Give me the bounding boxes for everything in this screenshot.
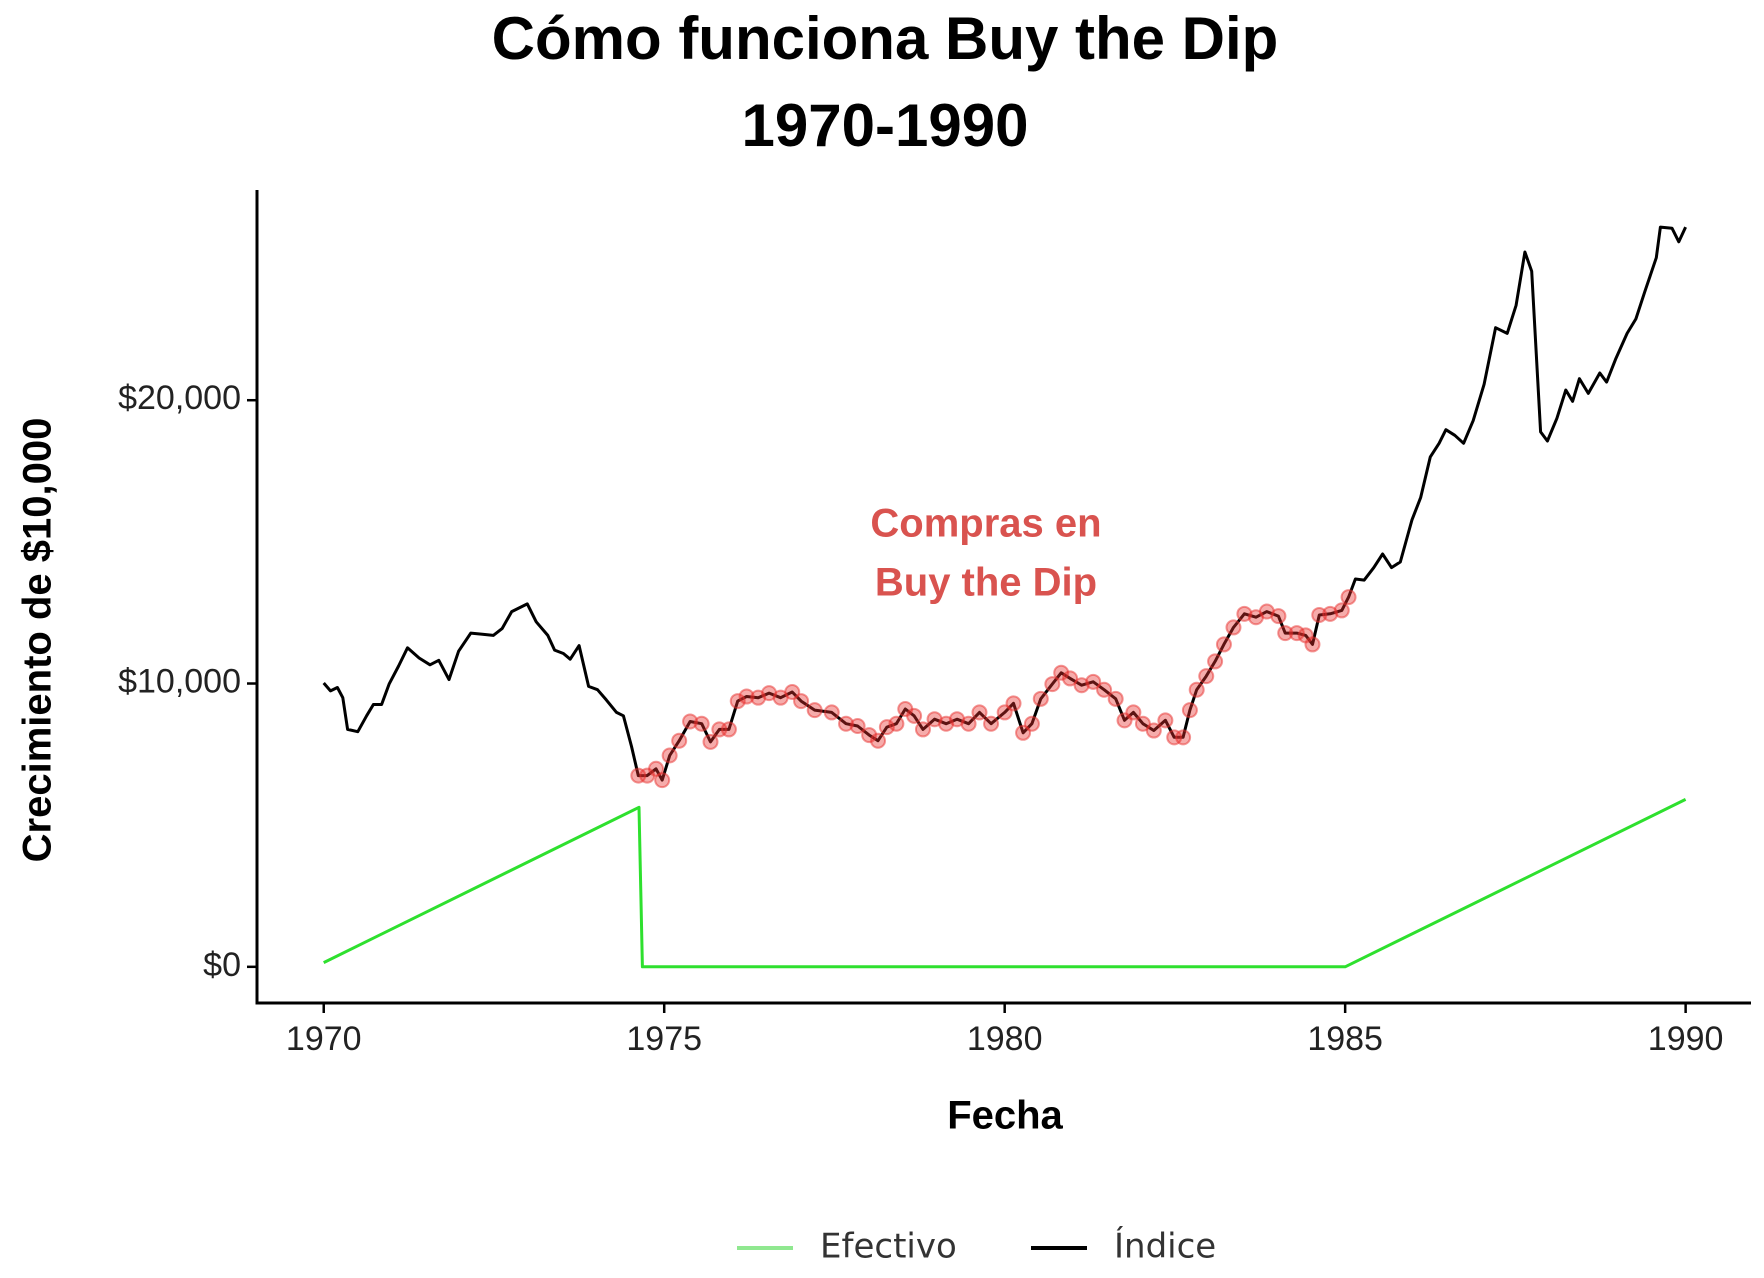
buy-point	[682, 713, 699, 730]
buy-point	[1198, 668, 1215, 685]
buy-point	[702, 733, 719, 750]
buy-point	[914, 721, 931, 738]
buy-point	[1225, 619, 1242, 636]
buy-point	[1333, 602, 1350, 619]
buy-point	[870, 732, 887, 749]
y-tick-label: $0	[203, 946, 241, 984]
x-tick-label: 1980	[967, 1020, 1043, 1058]
buy-point	[1073, 677, 1090, 694]
buy-point	[793, 693, 810, 710]
buy-point	[806, 702, 823, 719]
chart-title: Cómo funciona Buy the Dip	[492, 5, 1279, 72]
annotation: Compras en	[870, 502, 1101, 546]
buy-point	[720, 721, 737, 738]
buy-point	[1125, 704, 1142, 721]
buy-point	[671, 732, 688, 749]
buy-point	[861, 727, 878, 744]
buy-point	[888, 715, 905, 732]
buy-point	[1044, 676, 1061, 693]
buy-point	[1175, 729, 1192, 746]
buy-point	[1062, 670, 1079, 687]
y-tick-label: $10,000	[118, 663, 241, 701]
buy-point	[693, 715, 710, 732]
buy-point	[1157, 712, 1174, 729]
buy-point	[729, 693, 746, 710]
buy-point	[983, 715, 1000, 732]
buy-point	[838, 715, 855, 732]
annotation: Buy the Dip	[875, 561, 1097, 605]
buy-point	[849, 718, 866, 735]
buy-point	[1181, 702, 1198, 719]
buy-point	[1023, 715, 1040, 732]
buy-point	[823, 704, 840, 721]
buy-point	[1053, 664, 1070, 681]
buy-point	[1322, 605, 1339, 622]
x-axis-title: Fecha	[947, 1094, 1063, 1138]
legend-label: Índice	[1114, 1226, 1216, 1267]
x-tick-label: 1970	[286, 1020, 362, 1058]
y-tick-label: $20,000	[118, 379, 241, 417]
y-axis-title: Crecimiento de $10,000	[16, 418, 60, 863]
buy-point	[654, 772, 671, 789]
chart-subtitle: 1970-1990	[742, 92, 1029, 159]
buy-point	[1096, 681, 1113, 698]
x-tick-label: 1975	[626, 1020, 702, 1058]
line-series	[322, 225, 1687, 782]
buy-point	[971, 704, 988, 721]
legend-label: Efectivo	[820, 1227, 957, 1267]
buy-point	[1277, 625, 1294, 642]
buy-point	[1207, 653, 1224, 670]
buy-point	[1340, 589, 1357, 606]
buy-point	[960, 715, 977, 732]
buy-point	[1005, 695, 1022, 712]
buy-point	[1236, 605, 1253, 622]
buy-point	[1107, 690, 1124, 707]
buy-point	[738, 688, 755, 705]
buy-point	[661, 747, 678, 764]
buy-point	[1215, 636, 1232, 653]
buy-point	[1145, 722, 1162, 739]
buy-point	[1304, 636, 1321, 653]
buy-point	[1032, 690, 1049, 707]
buy-point	[1085, 673, 1102, 690]
line-series	[323, 798, 1687, 969]
buy-point	[1188, 681, 1205, 698]
x-tick-label: 1985	[1307, 1020, 1383, 1058]
buy-point	[906, 707, 923, 724]
buy-point	[1270, 608, 1287, 625]
x-tick-label: 1990	[1648, 1020, 1724, 1058]
